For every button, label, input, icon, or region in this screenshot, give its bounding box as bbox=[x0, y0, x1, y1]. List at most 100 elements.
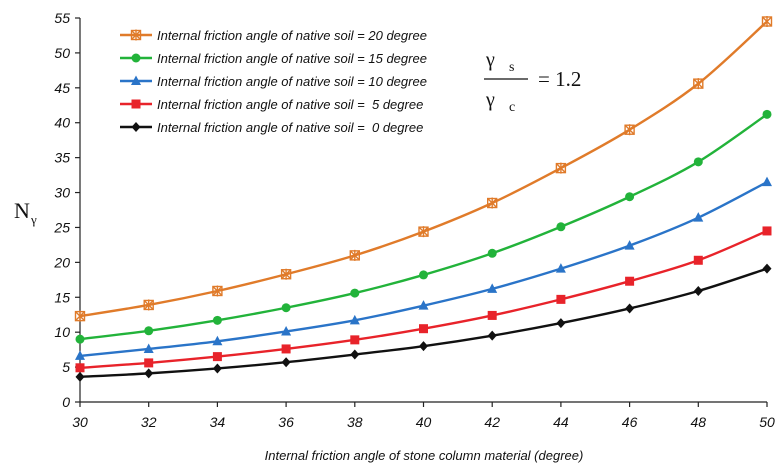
y-tick-label: 0 bbox=[62, 394, 70, 410]
x-tick-label: 44 bbox=[553, 414, 569, 430]
legend-label: Internal friction angle of native soil =… bbox=[157, 28, 427, 43]
data-point-10-degree bbox=[349, 314, 360, 325]
data-point-10-degree bbox=[762, 176, 772, 187]
data-point-15-degree bbox=[212, 315, 222, 325]
data-point-15-degree bbox=[625, 192, 635, 202]
data-point-20-degree bbox=[693, 78, 704, 90]
data-point-10-degree bbox=[75, 350, 85, 360]
legend: Internal friction angle of native soil =… bbox=[120, 28, 427, 135]
data-point-10-degree bbox=[624, 240, 635, 250]
x-ticks: 30 32 34 36 38 40 42 44 46 48 50 bbox=[72, 402, 775, 430]
data-point-5-degree bbox=[144, 358, 154, 368]
legend-item-0-degree: Internal friction angle of native soil =… bbox=[120, 120, 423, 135]
data-point-5-degree bbox=[556, 294, 566, 304]
data-point-0-degree bbox=[487, 330, 497, 341]
data-point-0-degree bbox=[281, 357, 291, 368]
data-point-15-degree bbox=[350, 288, 360, 298]
data-point-15-degree bbox=[75, 334, 85, 344]
data-point-5-degree bbox=[350, 335, 360, 345]
y-tick-label: 30 bbox=[54, 185, 70, 201]
x-tick-label: 40 bbox=[416, 414, 432, 430]
x-tick-label: 30 bbox=[72, 414, 88, 430]
legend-marker bbox=[131, 99, 141, 109]
data-point-0-degree bbox=[212, 363, 222, 374]
data-point-5-degree bbox=[762, 226, 772, 236]
data-point-5-degree bbox=[281, 344, 291, 354]
legend-item-5-degree: Internal friction angle of native soil =… bbox=[120, 97, 423, 112]
legend-marker bbox=[131, 75, 141, 85]
legend-item-10-degree: Internal friction angle of native soil =… bbox=[120, 74, 427, 89]
y-tick-label: 35 bbox=[54, 150, 70, 166]
data-point-20-degree bbox=[624, 124, 635, 136]
data-point-5-degree bbox=[212, 352, 222, 362]
legend-marker bbox=[130, 29, 142, 41]
data-point-0-degree bbox=[762, 263, 772, 274]
data-point-10-degree bbox=[693, 212, 704, 222]
legend-label: Internal friction angle of native soil =… bbox=[157, 51, 427, 66]
data-point-15-degree bbox=[144, 326, 154, 336]
legend-item-15-degree: Internal friction angle of native soil =… bbox=[120, 51, 427, 66]
data-point-20-degree bbox=[349, 249, 360, 261]
data-point-20-degree bbox=[418, 226, 429, 238]
data-point-20-degree bbox=[280, 268, 292, 280]
y-axis-label: N bbox=[14, 198, 30, 223]
y-tick-label: 5 bbox=[62, 359, 70, 375]
y-tick-label: 10 bbox=[54, 324, 70, 340]
data-point-20-degree bbox=[555, 162, 567, 174]
x-tick-label: 42 bbox=[484, 414, 500, 430]
data-point-0-degree bbox=[625, 303, 635, 314]
legend-label: Internal friction angle of native soil =… bbox=[157, 97, 423, 112]
data-point-15-degree bbox=[556, 222, 566, 232]
x-axis-label: Internal friction angle of stone column … bbox=[265, 448, 584, 463]
data-point-15-degree bbox=[281, 303, 291, 313]
data-point-15-degree bbox=[693, 157, 703, 167]
series-markers bbox=[74, 15, 773, 382]
data-point-5-degree bbox=[693, 255, 703, 265]
x-tick-label: 38 bbox=[347, 414, 363, 430]
data-point-10-degree bbox=[487, 283, 498, 293]
ratio-denominator: γ bbox=[485, 89, 495, 111]
x-tick-label: 48 bbox=[691, 414, 707, 430]
x-tick-label: 50 bbox=[759, 414, 775, 430]
data-point-0-degree bbox=[693, 285, 703, 296]
y-tick-label: 25 bbox=[53, 219, 70, 235]
ratio-annotation: γ s γ c = 1.2 bbox=[484, 49, 581, 115]
data-point-20-degree bbox=[143, 299, 154, 311]
data-point-20-degree bbox=[74, 310, 86, 322]
y-tick-label: 50 bbox=[54, 45, 70, 61]
ratio-numerator-sub: s bbox=[509, 60, 514, 75]
x-tick-label: 46 bbox=[622, 414, 638, 430]
y-tick-label: 20 bbox=[53, 254, 70, 270]
data-point-0-degree bbox=[419, 341, 428, 352]
ratio-numerator: γ bbox=[485, 49, 495, 71]
data-point-10-degree bbox=[418, 300, 429, 310]
legend-label: Internal friction angle of native soil =… bbox=[157, 120, 423, 135]
data-point-20-degree bbox=[487, 197, 498, 209]
y-ticks: 0 5 10 15 20 25 30 35 40 45 50 55 bbox=[53, 10, 80, 410]
y-tick-label: 55 bbox=[54, 10, 70, 26]
data-point-0-degree bbox=[144, 368, 154, 379]
data-point-20-degree bbox=[761, 15, 773, 27]
data-point-0-degree bbox=[556, 318, 566, 329]
data-point-10-degree bbox=[212, 335, 223, 346]
x-tick-label: 36 bbox=[278, 414, 294, 430]
data-point-20-degree bbox=[212, 285, 223, 297]
data-point-0-degree bbox=[75, 371, 85, 382]
y-tick-label: 40 bbox=[54, 115, 70, 131]
ratio-denominator-sub: c bbox=[509, 100, 515, 115]
data-point-15-degree bbox=[487, 248, 497, 258]
legend-item-20-degree: Internal friction angle of native soil =… bbox=[120, 28, 427, 43]
data-point-5-degree bbox=[487, 310, 497, 320]
x-tick-label: 32 bbox=[141, 414, 157, 430]
data-point-15-degree bbox=[419, 270, 428, 280]
data-point-5-degree bbox=[75, 363, 85, 373]
legend-marker bbox=[131, 122, 141, 132]
x-tick-label: 34 bbox=[210, 414, 226, 430]
legend-marker bbox=[131, 53, 141, 63]
ratio-value: = 1.2 bbox=[538, 67, 581, 91]
y-axis-label-sub: γ bbox=[30, 212, 37, 227]
data-point-5-degree bbox=[419, 324, 428, 334]
data-point-10-degree bbox=[555, 263, 566, 273]
y-tick-label: 45 bbox=[54, 80, 70, 96]
